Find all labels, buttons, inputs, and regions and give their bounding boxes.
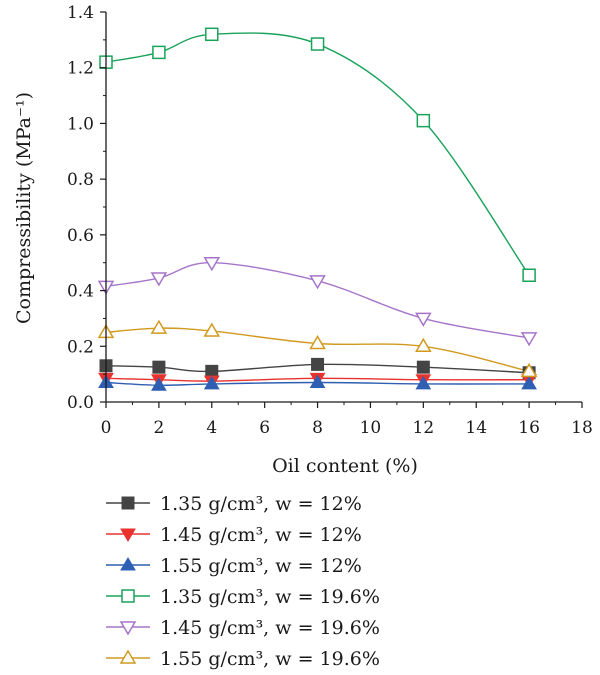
data-point [416, 360, 430, 374]
legend-item: 1.55 g/cm³, w = 12% [106, 555, 362, 577]
legend-marker [119, 621, 137, 636]
x-tick-label: 18 [571, 418, 593, 438]
legend-label: 1.45 g/cm³, w = 19.6% [160, 617, 380, 639]
data-point [415, 337, 432, 353]
data-point [310, 37, 325, 51]
legend-item: 1.45 g/cm³, w = 19.6% [106, 617, 380, 639]
legend-marker [120, 557, 136, 571]
x-tick-label: 4 [206, 418, 217, 438]
data-point [152, 45, 166, 60]
x-tick-label: 10 [360, 418, 382, 438]
y-tick-label: 0.0 [67, 393, 94, 413]
series-line [105, 262, 530, 339]
legend: 1.35 g/cm³, w = 12% 1.45 g/cm³, w = 12% 1.… [106, 493, 380, 670]
data-point [150, 319, 168, 334]
data-point [520, 362, 538, 378]
y-tick-label: 1.4 [67, 3, 94, 23]
legend-item: 1.35 g/cm³, w = 19.6% [106, 586, 380, 608]
y-tick-label: 0.2 [67, 337, 94, 357]
x-axis-title: Oil content (%) [272, 455, 418, 477]
legend-label: 1.55 g/cm³, w = 12% [160, 555, 362, 577]
data-point [520, 332, 538, 347]
data-point [521, 375, 537, 390]
data-point [203, 322, 221, 337]
data-point [203, 375, 220, 390]
y-tick-label: 0.8 [67, 170, 94, 190]
legend-marker [121, 589, 135, 603]
legend-label: 1.35 g/cm³, w = 12% [160, 493, 362, 515]
data-point [203, 256, 221, 272]
data-point [205, 27, 219, 42]
legend-marker [121, 496, 135, 510]
data-point [151, 377, 167, 391]
data-point [205, 364, 219, 378]
legend-label: 1.35 g/cm³, w = 19.6% [160, 586, 380, 608]
legend-item: 1.55 g/cm³, w = 19.6% [106, 648, 380, 670]
y-tick-label: 1.0 [67, 114, 94, 134]
x-tick-label: 0 [101, 418, 112, 438]
y-axis-title: Compressibility (MPa⁻¹) [13, 92, 35, 324]
legend-marker [120, 528, 136, 542]
data-point [150, 272, 168, 287]
y-tick-label: 1.2 [67, 59, 94, 79]
y-tick-label: 0.6 [67, 226, 94, 246]
data-point [309, 374, 326, 388]
data-point [415, 312, 432, 327]
data-point [415, 375, 432, 390]
plot-area [97, 27, 538, 391]
data-point [309, 335, 326, 350]
x-tick-label: 8 [312, 418, 323, 438]
x-tick-label: 6 [259, 418, 270, 438]
legend-label: 1.45 g/cm³, w = 12% [160, 524, 362, 546]
data-point [152, 360, 166, 374]
y-tick-label: 0.4 [67, 282, 94, 302]
legend-item: 1.35 g/cm³, w = 12% [106, 493, 362, 515]
x-tick-label: 2 [153, 418, 164, 438]
x-tick-label: 14 [465, 418, 487, 438]
data-point [311, 357, 325, 371]
data-point [522, 268, 536, 282]
legend-item: 1.45 g/cm³, w = 12% [106, 524, 362, 546]
axes: 0 2 4 6 8 10 12 14 16 18 0.0 0.2 0.4 0.6 0.8 1.0 1.2 1.4 [67, 3, 593, 438]
series-line [105, 32, 530, 276]
legend-label: 1.55 g/cm³, w = 19.6% [160, 648, 380, 670]
x-tick-label: 12 [413, 418, 435, 438]
legend-marker [119, 649, 137, 664]
x-tick-label: 16 [518, 418, 540, 438]
data-point [309, 275, 326, 290]
data-point [416, 113, 431, 128]
